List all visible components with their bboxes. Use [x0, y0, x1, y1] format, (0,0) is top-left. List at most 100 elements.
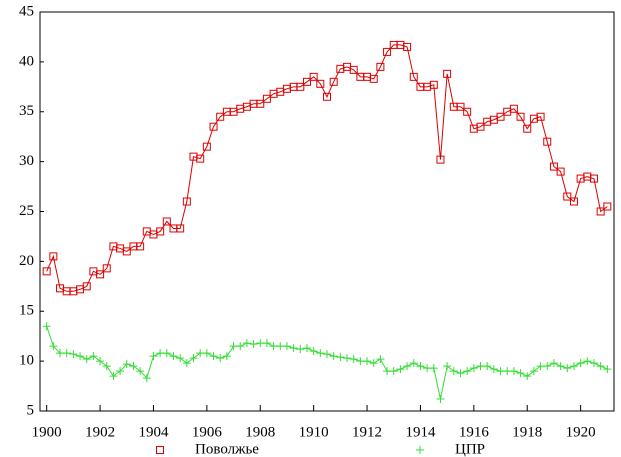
marker: [316, 79, 325, 88]
marker: [196, 349, 205, 358]
marker: [429, 364, 438, 373]
marker: [369, 74, 378, 83]
marker: [489, 365, 498, 374]
x-tick-label: 1914: [405, 424, 436, 440]
x-tick-label: 1900: [32, 424, 62, 440]
marker: [483, 362, 492, 371]
marker: [256, 99, 265, 108]
marker: [156, 349, 165, 358]
marker: [96, 270, 105, 279]
x-tick-label: 1910: [299, 424, 329, 440]
marker: [523, 372, 532, 381]
marker: [509, 104, 518, 113]
marker: [596, 207, 605, 216]
marker: [182, 197, 191, 206]
marker: [409, 72, 418, 81]
marker: [189, 354, 198, 363]
marker: [289, 344, 298, 353]
marker: [349, 355, 358, 364]
marker: [276, 342, 285, 351]
marker: [176, 354, 185, 363]
marker: [543, 137, 552, 146]
marker: [49, 342, 58, 351]
x-tick-label: 1906: [192, 424, 223, 440]
marker: [509, 367, 518, 376]
marker: [403, 42, 412, 51]
marker: [343, 354, 352, 363]
y-tick-label: 35: [19, 103, 34, 119]
marker: [409, 359, 418, 368]
marker: [102, 362, 111, 371]
marker: [589, 174, 598, 183]
marker: [476, 362, 485, 371]
marker: [603, 365, 612, 374]
marker: [302, 77, 311, 86]
marker: [423, 364, 432, 373]
marker: [216, 354, 225, 363]
marker: [556, 362, 565, 371]
marker: [256, 339, 265, 348]
marker: [603, 202, 612, 211]
marker: [316, 349, 325, 358]
marker: [42, 267, 51, 276]
marker: [436, 155, 445, 164]
marker: [383, 367, 392, 376]
marker: [136, 242, 145, 251]
marker: [389, 367, 398, 376]
marker: [122, 247, 131, 256]
marker: [82, 355, 91, 364]
marker: [76, 352, 85, 361]
marker: [469, 364, 478, 373]
marker: [556, 167, 565, 176]
x-tick-label: 1918: [512, 424, 542, 440]
marker: [516, 369, 525, 378]
x-tick-label: 1912: [352, 424, 382, 440]
marker: [349, 65, 358, 74]
y-tick-label: 45: [19, 3, 34, 19]
marker: [403, 362, 412, 371]
marker: [136, 367, 145, 376]
marker: [229, 342, 238, 351]
marker: [202, 142, 211, 151]
marker: [416, 362, 425, 371]
marker: [576, 359, 585, 368]
marker: [116, 367, 125, 376]
y-tick-label: 15: [19, 303, 34, 319]
marker: [529, 367, 538, 376]
marker: [443, 69, 452, 78]
marker: [436, 395, 445, 404]
x-tick-label: 1916: [459, 424, 490, 440]
marker: [169, 352, 178, 361]
legend-marker: [416, 446, 424, 454]
legend-label: Поволжье: [195, 441, 259, 457]
x-tick-label: 1902: [85, 424, 115, 440]
marker: [496, 112, 505, 121]
marker: [369, 359, 378, 368]
marker: [82, 282, 91, 291]
marker: [69, 350, 78, 359]
marker: [249, 340, 258, 349]
marker: [156, 227, 165, 236]
y-tick-label: 25: [19, 203, 34, 219]
marker: [356, 357, 365, 366]
marker: [476, 122, 485, 131]
marker: [503, 367, 512, 376]
marker: [523, 124, 532, 133]
y-tick-label: 40: [19, 53, 34, 69]
marker: [162, 349, 171, 358]
marker: [176, 224, 185, 233]
marker: [202, 349, 211, 358]
marker: [429, 80, 438, 89]
marker: [329, 352, 338, 361]
marker: [42, 322, 51, 331]
marker: [456, 102, 465, 111]
marker: [496, 367, 505, 376]
marker: [383, 47, 392, 56]
marker: [309, 347, 318, 356]
marker: [563, 192, 572, 201]
marker: [549, 359, 558, 368]
x-tick-label: 1904: [138, 424, 169, 440]
marker: [62, 349, 71, 358]
marker: [209, 122, 218, 131]
marker: [376, 355, 385, 364]
